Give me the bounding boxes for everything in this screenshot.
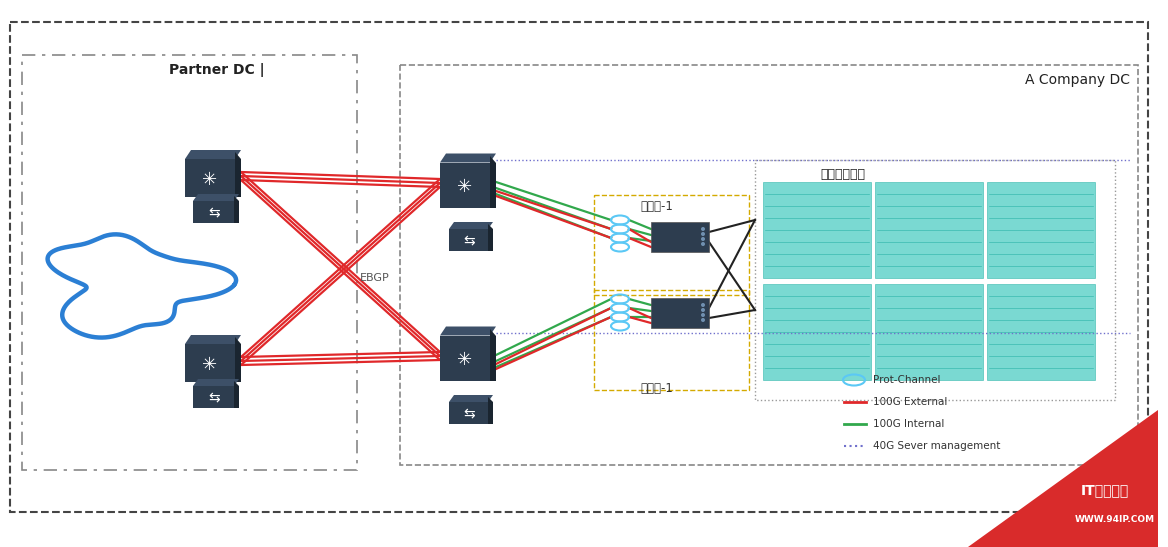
- Text: 防火墙资源池: 防火墙资源池: [820, 168, 865, 181]
- Polygon shape: [449, 222, 493, 229]
- FancyBboxPatch shape: [987, 182, 1096, 278]
- Text: EBGP: EBGP: [360, 273, 390, 283]
- FancyBboxPatch shape: [651, 298, 709, 328]
- Ellipse shape: [701, 313, 705, 317]
- Ellipse shape: [701, 232, 705, 236]
- FancyBboxPatch shape: [185, 344, 241, 382]
- Text: ✳: ✳: [458, 351, 473, 369]
- Text: Partner DC |: Partner DC |: [169, 63, 265, 77]
- FancyBboxPatch shape: [440, 335, 496, 381]
- Polygon shape: [491, 329, 496, 381]
- Polygon shape: [968, 410, 1157, 547]
- Polygon shape: [449, 395, 493, 402]
- Text: ⇆: ⇆: [464, 407, 475, 421]
- Polygon shape: [440, 327, 496, 335]
- Text: 40G Sever management: 40G Sever management: [872, 441, 1000, 451]
- FancyBboxPatch shape: [440, 162, 496, 207]
- Polygon shape: [491, 155, 496, 207]
- Text: 控制器-1: 控制器-1: [640, 382, 673, 395]
- Polygon shape: [234, 381, 239, 408]
- Polygon shape: [193, 379, 239, 386]
- Ellipse shape: [701, 318, 705, 322]
- Ellipse shape: [701, 227, 705, 231]
- Text: ✳: ✳: [202, 356, 217, 374]
- Text: ✳: ✳: [458, 178, 473, 196]
- Text: A Company DC: A Company DC: [1026, 73, 1129, 87]
- Ellipse shape: [701, 303, 705, 307]
- Text: 100G Internal: 100G Internal: [872, 419, 945, 429]
- Text: IT运维空间: IT运维空间: [1080, 483, 1129, 497]
- FancyBboxPatch shape: [763, 182, 871, 278]
- Polygon shape: [234, 196, 239, 223]
- FancyBboxPatch shape: [875, 182, 983, 278]
- FancyBboxPatch shape: [875, 284, 983, 380]
- FancyBboxPatch shape: [651, 222, 709, 252]
- FancyBboxPatch shape: [449, 402, 493, 424]
- Ellipse shape: [701, 242, 705, 246]
- Polygon shape: [185, 150, 241, 159]
- FancyBboxPatch shape: [185, 159, 241, 197]
- Ellipse shape: [701, 308, 705, 312]
- Text: 100G External: 100G External: [872, 397, 947, 407]
- FancyBboxPatch shape: [987, 284, 1096, 380]
- Polygon shape: [235, 152, 241, 197]
- Text: ⇆: ⇆: [208, 391, 220, 405]
- Polygon shape: [440, 154, 496, 162]
- Polygon shape: [488, 397, 493, 424]
- Text: WWW.94IP.COM: WWW.94IP.COM: [1075, 515, 1155, 525]
- Text: ⇆: ⇆: [208, 206, 220, 220]
- Ellipse shape: [701, 237, 705, 241]
- Polygon shape: [488, 224, 493, 251]
- Polygon shape: [185, 335, 241, 344]
- FancyBboxPatch shape: [193, 386, 239, 408]
- Polygon shape: [193, 194, 239, 201]
- FancyBboxPatch shape: [449, 229, 493, 251]
- Text: ✳: ✳: [202, 171, 217, 189]
- Text: 控制器-1: 控制器-1: [640, 200, 673, 213]
- FancyBboxPatch shape: [193, 201, 239, 223]
- Polygon shape: [235, 337, 241, 382]
- Text: Prot-Channel: Prot-Channel: [872, 375, 940, 385]
- Text: ⇆: ⇆: [464, 234, 475, 248]
- FancyBboxPatch shape: [763, 284, 871, 380]
